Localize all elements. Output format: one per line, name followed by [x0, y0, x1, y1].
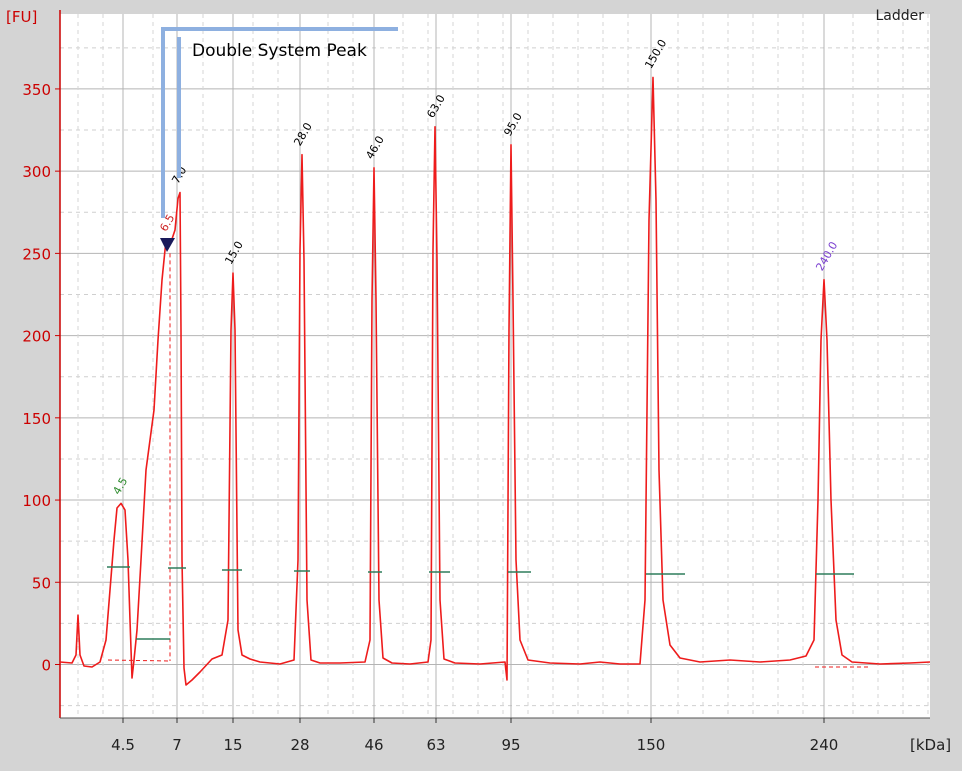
- x-tick-label: 240: [810, 736, 839, 754]
- y-tick-label: 0: [41, 657, 51, 675]
- x-tick-label: 15: [223, 736, 242, 754]
- y-tick-label: 100: [22, 492, 51, 510]
- x-tick-label: 28: [290, 736, 309, 754]
- peak-marker-triangle: [160, 238, 175, 252]
- x-axis-unit: [kDa]: [910, 736, 951, 754]
- double-system-peak-annotation: Double System Peak: [160, 27, 398, 252]
- baseline-segment: [107, 659, 171, 662]
- x-tick-label: 63: [426, 736, 445, 754]
- plot-area: [60, 14, 930, 718]
- x-tick-label: 4.5: [111, 736, 135, 754]
- y-tick-label: 300: [22, 163, 51, 181]
- x-tick-label: 46: [364, 736, 383, 754]
- x-tick-label: 150: [637, 736, 666, 754]
- annotation-bracket-outer: [161, 27, 398, 218]
- chart-title: Ladder: [875, 8, 924, 24]
- y-tick-label: 350: [22, 81, 51, 99]
- x-tick-label: 7: [172, 736, 182, 754]
- y-tick-label: 50: [32, 574, 51, 592]
- x-tick-label: 95: [501, 736, 520, 754]
- y-tick-label: 200: [22, 328, 51, 346]
- grid: [60, 14, 930, 718]
- y-tick-label: 150: [22, 410, 51, 428]
- annotation-label: Double System Peak: [192, 41, 367, 61]
- y-tick-label: 250: [22, 245, 51, 263]
- y-axis-unit: [FU]: [6, 8, 37, 26]
- ladder-trace: [59, 76, 931, 686]
